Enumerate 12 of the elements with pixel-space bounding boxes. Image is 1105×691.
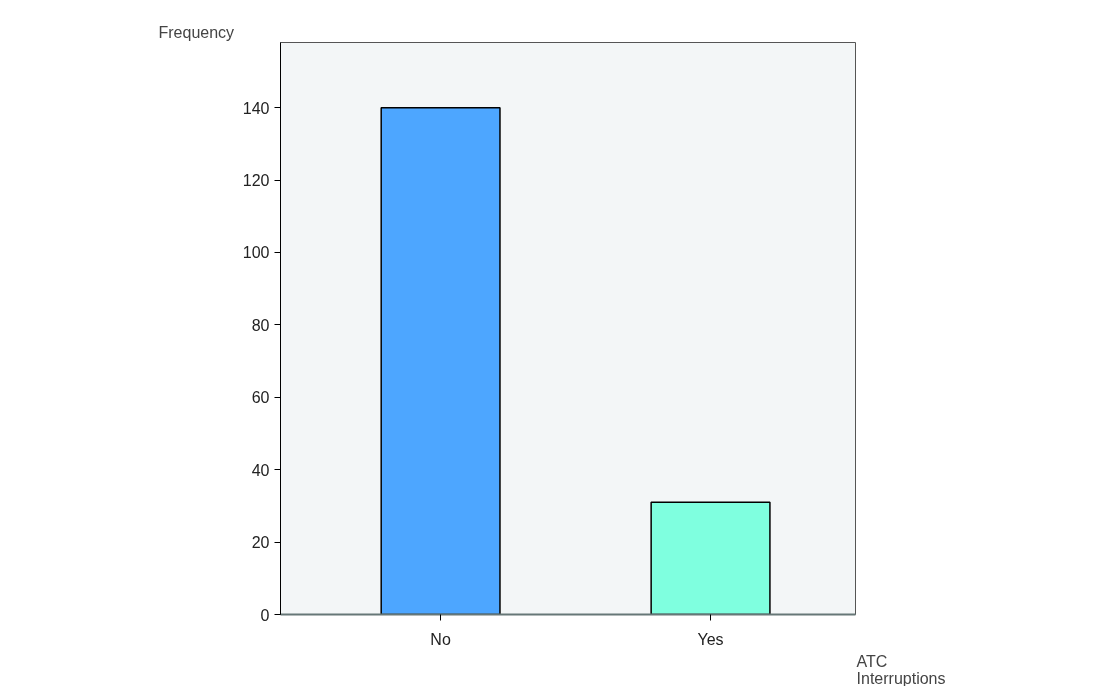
- y-tick-label: 0: [260, 606, 270, 624]
- y-tick-label: 60: [251, 389, 270, 407]
- y-tick-label: 20: [251, 534, 270, 552]
- y-tick-label: 40: [251, 461, 270, 479]
- y-tick-label: 120: [242, 172, 270, 190]
- x-tick-label: Yes: [697, 630, 724, 648]
- y-tick-label: 100: [242, 244, 270, 262]
- y-tick-label: 140: [242, 99, 270, 117]
- y-axis-title: Frequency: [158, 23, 235, 41]
- y-tick-label: 80: [251, 316, 270, 334]
- x-tick-label: No: [430, 630, 451, 648]
- x-axis-title: ATC Interruptions: [856, 652, 946, 687]
